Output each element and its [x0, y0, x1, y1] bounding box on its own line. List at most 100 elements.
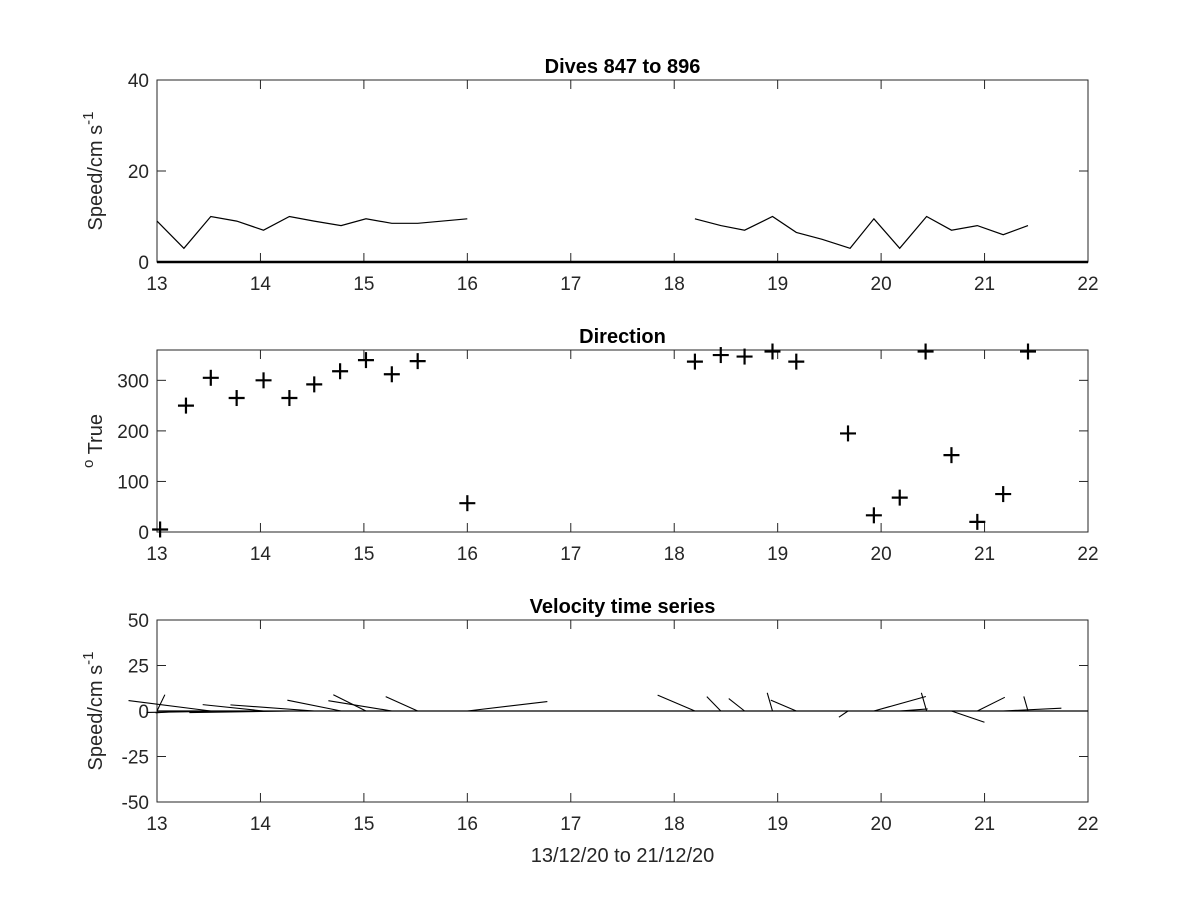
y-tick-label: 20: [128, 162, 149, 183]
velocity-stick: [189, 710, 290, 714]
chart-title: Velocity time series: [530, 596, 716, 618]
axes-box: [156, 79, 1089, 263]
direction-point: [255, 372, 272, 389]
x-tick-label: 15: [353, 544, 374, 565]
x-tick-label: 21: [974, 814, 995, 835]
y-tick-label: 40: [128, 71, 149, 92]
direction-point: [459, 495, 476, 512]
speed-series-line-0: [156, 215, 468, 250]
direction-point: [764, 343, 781, 360]
direction-panel: Direction 13 14 15 16 17 18 19 20 21 22 0 100 200 300 o…: [80, 326, 1099, 565]
velocity-stick: [977, 696, 1006, 712]
velocity-stick: [128, 700, 211, 712]
velocity-stick: [728, 698, 745, 712]
y-axis-label: Speed/cm s-1: [80, 652, 107, 771]
speed-series-line-1: [694, 215, 1029, 250]
x-axis-label: 13/12/20 to 21/12/20: [531, 845, 715, 867]
direction-point: [686, 353, 703, 370]
y-tick-label: 200: [117, 422, 149, 443]
velocity-stick: [333, 694, 367, 712]
y-tick-label: 50: [128, 611, 149, 632]
velocity-stick: [146, 710, 237, 713]
velocity-stick: [467, 701, 548, 712]
direction-point: [917, 343, 934, 360]
y-tick-label: -50: [122, 793, 149, 814]
y-axis-label: Speed/cm s-1: [80, 112, 107, 231]
x-tick-label: 16: [457, 274, 478, 295]
direction-point: [152, 521, 169, 538]
x-tick-label: 16: [457, 544, 478, 565]
direction-point: [357, 352, 374, 369]
x-tick-label: 22: [1077, 544, 1098, 565]
x-tick-label: 15: [353, 274, 374, 295]
velocity-stick: [873, 695, 926, 712]
velocity-panel: Velocity time series 13 14 15 16 17 18 19 20 21 22…: [80, 596, 1099, 867]
x-tick-label: 21: [974, 544, 995, 565]
velocity-stick: [156, 694, 166, 712]
x-tick-label: 19: [767, 274, 788, 295]
velocity-stick: [657, 694, 696, 712]
x-tick-label: 13: [146, 544, 167, 565]
direction-point: [840, 425, 857, 442]
y-axis-label: o True: [80, 414, 107, 468]
x-tick-label: 17: [560, 544, 581, 565]
velocity-stick: [706, 696, 722, 712]
direction-point: [228, 390, 245, 407]
x-tick-label: 21: [974, 274, 995, 295]
y-tick-label: 300: [117, 371, 149, 392]
y-axis-label-main: Speed/cm s: [85, 665, 107, 771]
x-tick-label: 17: [560, 814, 581, 835]
x-tick-label: 17: [560, 274, 581, 295]
direction-point: [995, 486, 1012, 503]
x-tick-label: 22: [1077, 814, 1098, 835]
y-axis-label-sup: -1: [80, 112, 97, 125]
y-tick-label: -25: [122, 748, 149, 769]
direction-point: [1020, 343, 1037, 360]
y-tick-label: 0: [138, 702, 149, 723]
chart-title: Direction: [579, 326, 666, 348]
x-tick-label: 18: [664, 814, 685, 835]
direction-point: [891, 489, 908, 506]
direction-point: [865, 507, 882, 524]
direction-point: [788, 353, 805, 370]
direction-point: [409, 353, 426, 370]
velocity-stick: [951, 710, 985, 723]
direction-point: [969, 513, 986, 530]
x-tick-label: 13: [146, 274, 167, 295]
y-axis-label-main: True: [85, 414, 107, 460]
direction-point: [332, 363, 349, 380]
x-tick-label: 16: [457, 814, 478, 835]
direction-point: [177, 397, 194, 414]
x-tick-label: 18: [664, 544, 685, 565]
x-tick-label: 14: [250, 814, 272, 835]
direction-point: [281, 390, 298, 407]
direction-point: [383, 366, 400, 383]
y-tick-label: 0: [138, 523, 149, 544]
x-tick-label: 13: [146, 814, 167, 835]
velocity-stick: [1023, 696, 1029, 712]
axes-box: [156, 349, 1089, 533]
direction-point: [943, 447, 960, 464]
direction-point: [202, 369, 219, 386]
y-tick-label: 100: [117, 472, 149, 493]
y-axis-label-sup: -1: [80, 652, 97, 665]
velocity-stick: [287, 699, 342, 712]
x-tick-label: 22: [1077, 274, 1098, 295]
x-tick-label: 14: [250, 274, 272, 295]
velocity-stick: [1003, 707, 1062, 712]
velocity-stick: [770, 699, 797, 712]
x-tick-label: 20: [871, 274, 892, 295]
velocity-stick: [766, 692, 774, 712]
x-tick-label: 20: [871, 544, 892, 565]
velocity-stick: [328, 700, 392, 712]
speed-panel: Dives 847 to 896 13 14 15 16 17 18 19 20 21 22 0 20 4…: [80, 56, 1099, 295]
x-tick-label: 15: [353, 814, 374, 835]
direction-point: [736, 348, 753, 365]
y-tick-label: 25: [128, 657, 149, 678]
y-axis-label-sup: o: [80, 460, 97, 468]
velocity-stick: [230, 704, 315, 712]
velocity-stick: [838, 710, 849, 718]
y-axis-label-main: Speed/cm s: [85, 125, 107, 231]
x-tick-label: 20: [871, 814, 892, 835]
